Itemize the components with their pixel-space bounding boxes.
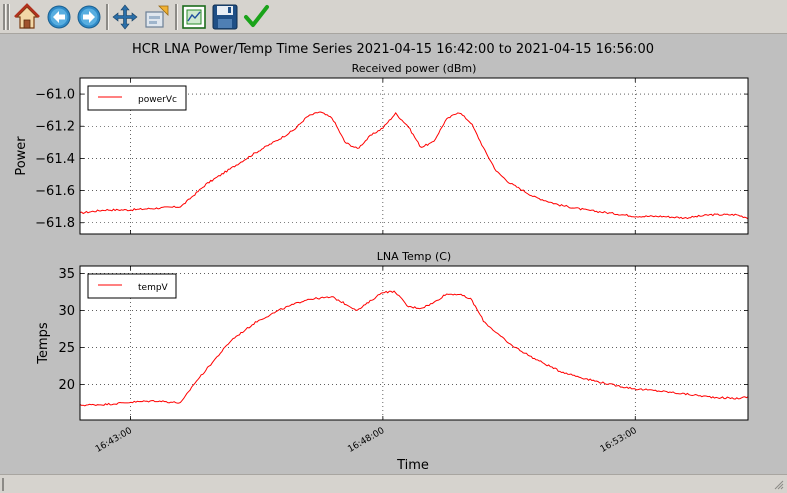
- toolbar-grip[interactable]: [3, 4, 6, 30]
- temp-subplot-title: LNA Temp (C): [377, 250, 451, 263]
- power-y-tick-label: −61.2: [35, 120, 75, 135]
- home-icon: [14, 3, 40, 29]
- figure-canvas: HCR LNA Power/Temp Time Series 2021-04-1…: [14, 42, 749, 473]
- forward-arrow-icon: [77, 5, 101, 29]
- temp-legend-box: [87, 273, 177, 299]
- pan-arrows-icon: [112, 4, 138, 30]
- power-series-line: [79, 111, 749, 220]
- power-subplot-title: Received power (dBm): [352, 62, 477, 75]
- power-y-tick-label: −61.0: [35, 88, 75, 103]
- power-plot-area: [80, 78, 748, 234]
- back-arrow-icon: [47, 5, 71, 29]
- subplots-button[interactable]: [180, 3, 208, 31]
- home-button[interactable]: [13, 3, 41, 31]
- toolbar-separator: [106, 4, 109, 30]
- forward-button[interactable]: [75, 3, 103, 31]
- back-button[interactable]: [45, 3, 73, 31]
- power-y-tick-label: −61.6: [35, 184, 75, 199]
- temp-y-tick-label: 25: [58, 341, 75, 356]
- temp-y-tick-label: 30: [58, 304, 75, 319]
- temp-subplot: 20 25 30 35 16:43:00 16:48:00 16:53:00 LNA Temp…: [36, 250, 749, 455]
- statusbar-grip: [2, 478, 4, 491]
- status-bar: [0, 474, 787, 493]
- power-y-axis-label: Power: [14, 136, 29, 176]
- temp-x-tick-label: 16:53:00: [599, 426, 639, 455]
- figure-suptitle: HCR LNA Power/Temp Time Series 2021-04-1…: [132, 42, 654, 57]
- zoom-button[interactable]: [143, 3, 171, 31]
- temp-axes-frame: [79, 265, 749, 421]
- save-button[interactable]: [211, 3, 239, 31]
- temp-legend-label: tempV: [138, 283, 169, 293]
- navigation-toolbar: [0, 0, 787, 34]
- pan-button[interactable]: [111, 3, 139, 31]
- power-y-tick-label: −61.8: [35, 216, 75, 231]
- checkmark-icon: [244, 5, 269, 27]
- temp-y-tick-label: 20: [58, 378, 75, 393]
- temp-y-axis-label: Temps: [36, 322, 51, 365]
- power-y-tick-label: −61.4: [35, 152, 75, 167]
- subplots-config-icon: [182, 5, 206, 29]
- x-axis-label: Time: [396, 458, 429, 473]
- power-legend-label: powerVc: [138, 95, 177, 105]
- temp-plot-area: [80, 266, 748, 420]
- temp-x-tick-label: 16:48:00: [346, 426, 386, 455]
- edit-axes-button[interactable]: [242, 3, 270, 31]
- toolbar-separator: [175, 4, 178, 30]
- save-disk-icon: [212, 4, 238, 30]
- temp-y-tick-label: 35: [58, 267, 75, 282]
- power-legend-box: [87, 85, 187, 111]
- toolbar-grip[interactable]: [7, 4, 10, 30]
- power-subplot: −61.0 −61.2 −61.4 −61.6 −61.8 Received power …: [14, 62, 749, 235]
- power-axes-frame: [79, 77, 749, 235]
- zoom-rect-icon: [145, 5, 169, 28]
- resize-grip-icon[interactable]: [774, 480, 784, 490]
- temp-series-line: [79, 290, 749, 407]
- temp-x-tick-label: 16:43:00: [94, 426, 134, 455]
